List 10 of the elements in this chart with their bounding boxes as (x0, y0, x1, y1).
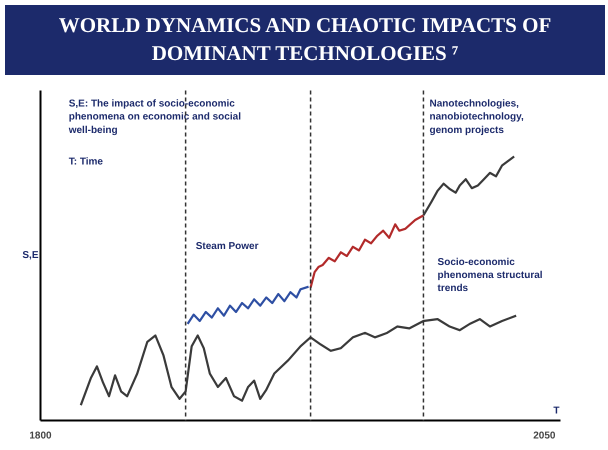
y-axis-title: S,E (22, 250, 39, 261)
annotation: Steam Power (196, 240, 259, 252)
text: Nanotechnologies, nanobiotechnology, genom projects (429, 98, 524, 136)
x-tick-label: 1800 (29, 430, 52, 442)
x-axis-title: T (553, 406, 560, 417)
annotation: T: Time (68, 156, 104, 168)
x-tick-label: 2050 (533, 430, 556, 442)
text: S,E: The impact of socio-economic phenomena on economic and social well-being (68, 98, 242, 136)
annotation: Socio-economic phenomena structural trends (438, 256, 543, 294)
chart-title: WORLD DYNAMICS AND CHAOTIC IMPACTS OF DOMINANT TECHNOLOGIES ⁷ (58, 12, 552, 68)
